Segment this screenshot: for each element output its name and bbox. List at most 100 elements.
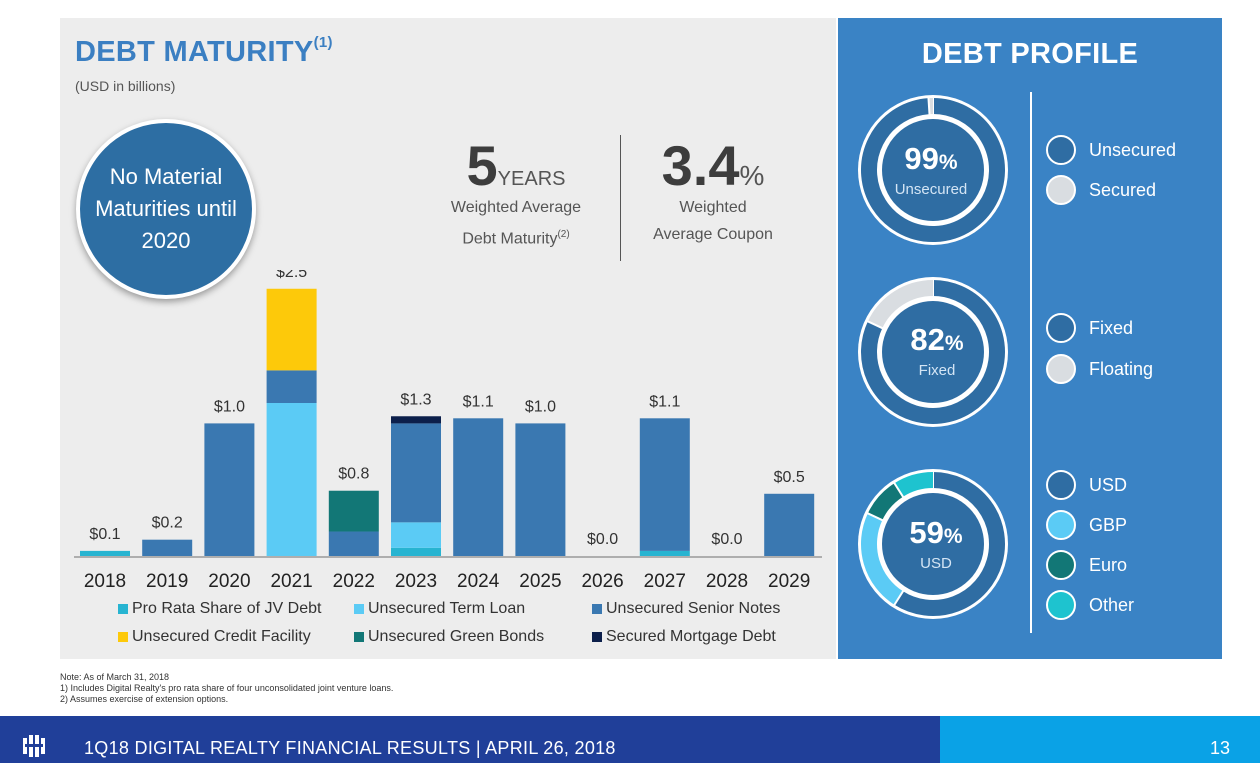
- donut-separator: [927, 97, 931, 116]
- bar-total-label-2029: $0.5: [774, 469, 805, 486]
- legend-dot-icon: [1046, 510, 1076, 540]
- bar-2024-unsecured-senior-notes: [453, 418, 504, 556]
- bar-2023-pro-rata-share-of-jv-debt: [391, 547, 441, 556]
- legend-label: GBP: [1089, 514, 1128, 535]
- bar-total-label-2023: $1.3: [400, 391, 431, 408]
- debt-profile-title: DEBT PROFILE: [921, 38, 1139, 70]
- bar-2023-unsecured-senior-notes: [391, 423, 441, 523]
- kpi-maturity-unit: YEARS: [497, 168, 566, 190]
- donut-slice-fixed: [861, 280, 1005, 424]
- footnote-2: 2) Assumes exercise of extension options…: [60, 694, 229, 704]
- legend-item-unsecured-green-bonds: Unsecured Green Bonds: [354, 628, 544, 646]
- legend-label: Floating: [1089, 358, 1154, 379]
- profile-legend-floating: Floating: [1046, 354, 1153, 384]
- bar-total-label-2021: $2.5: [276, 270, 307, 281]
- bar-2022-unsecured-senior-notes: [328, 531, 379, 556]
- legend-item-secured-mortgage-debt: Secured Mortgage Debt: [592, 628, 776, 646]
- donut-unsecured-label: 99% Unsecured: [894, 141, 968, 199]
- bar-2027-pro-rata-share-of-jv-debt: [639, 550, 690, 556]
- legend-label: USD: [1089, 474, 1128, 495]
- bar-total-label-2019: $0.2: [152, 515, 183, 532]
- kpi-maturity-value: 5: [466, 134, 498, 197]
- x-tick-2022: 2022: [333, 571, 375, 592]
- donut-center-0: [882, 119, 984, 221]
- donut-separator: [893, 589, 905, 607]
- legend-label: Secured Mortgage Debt: [606, 628, 776, 645]
- bar-2027-unsecured-senior-notes: [639, 418, 690, 551]
- x-tick-2024: 2024: [457, 571, 500, 592]
- legend-swatch: [118, 632, 128, 642]
- bar-2029-unsecured-senior-notes: [764, 493, 815, 556]
- legend-label: Unsecured Credit Facility: [132, 628, 311, 645]
- weighted-average-maturity-kpi: 5YEARS Weighted Average Debt Maturity(2): [436, 138, 596, 252]
- kpi-coupon-unit: %: [739, 160, 765, 191]
- profile-legend-unsecured: Unsecured: [1046, 135, 1176, 165]
- bar-total-label-2025: $1.0: [525, 398, 556, 415]
- legend-item-unsecured-credit-facility: Unsecured Credit Facility: [118, 628, 311, 646]
- footnote-1: 1) Includes Digital Realty's pro rata sh…: [60, 683, 394, 693]
- profile-legend-other: Other: [1046, 590, 1134, 620]
- donut-fixed-label: 82% Fixed: [910, 322, 964, 380]
- bar-2022-unsecured-green-bonds: [328, 490, 379, 532]
- x-tick-2027: 2027: [644, 571, 686, 592]
- legend-dot-icon: [1046, 550, 1076, 580]
- legend-swatch: [354, 604, 364, 614]
- legend-label: Fixed: [1089, 317, 1134, 338]
- legend-dot-icon: [1046, 313, 1076, 343]
- bar-2020-unsecured-senior-notes: [204, 423, 255, 556]
- page-number: 13: [1209, 738, 1230, 758]
- weighted-average-coupon-kpi: 3.4% Weighted Average Coupon: [640, 138, 786, 248]
- bar-2021-unsecured-term-loan: [266, 403, 317, 556]
- x-tick-2026: 2026: [581, 571, 623, 592]
- donut-slice-usd: [894, 472, 1005, 616]
- x-tick-2021: 2021: [270, 571, 312, 592]
- kpi-maturity-line2: Debt Maturity(2): [462, 229, 570, 248]
- units-subtitle: (USD in billions): [75, 78, 176, 94]
- x-tick-2029: 2029: [768, 571, 810, 592]
- profile-legend-fixed: Fixed: [1046, 313, 1133, 343]
- x-tick-2028: 2028: [706, 571, 748, 592]
- legend-swatch: [592, 604, 602, 614]
- legend-label: Euro: [1089, 554, 1128, 575]
- donut-currency-label: 59% USD: [909, 515, 963, 573]
- donut-slice-gbp: [861, 513, 904, 605]
- bar-2018-pro-rata-share-of-jv-debt: [80, 550, 130, 556]
- footer-title: 1Q18 DIGITAL REALTY FINANCIAL RESULTS | …: [84, 738, 616, 758]
- donut-slice-unsecured: [861, 98, 1005, 242]
- bar-2023-unsecured-term-loan: [391, 522, 441, 548]
- x-tick-2025: 2025: [519, 571, 561, 592]
- legend-dot-icon: [1046, 590, 1076, 620]
- bar-total-label-2022: $0.8: [338, 466, 369, 483]
- legend-dot-icon: [1046, 135, 1076, 165]
- x-tick-2023: 2023: [395, 571, 437, 592]
- legend-swatch: [592, 632, 602, 642]
- legend-label: Pro Rata Share of JV Debt: [132, 600, 322, 617]
- bar-total-label-2024: $1.1: [463, 393, 494, 410]
- donut-separator: [893, 481, 905, 499]
- legend-dot-icon: [1046, 470, 1076, 500]
- debt-profile-donuts: [858, 95, 1008, 619]
- legend-dot-icon: [1046, 354, 1076, 384]
- legend-label: Unsecured Term Loan: [368, 600, 526, 617]
- no-material-maturities-callout: No Material Maturities until 2020: [76, 119, 256, 299]
- x-tick-2018: 2018: [84, 571, 126, 592]
- bar-2023-secured-mortgage-debt: [391, 416, 441, 424]
- kpi-divider: [620, 135, 621, 261]
- kpi-coupon-line2: Average Coupon: [653, 226, 773, 243]
- bar-total-label-2028: $0.0: [711, 531, 742, 548]
- digital-realty-logo-icon: [23, 735, 45, 757]
- donut-separator: [866, 512, 884, 522]
- bar-total-label-2027: $1.1: [649, 393, 680, 410]
- legend-swatch: [354, 632, 364, 642]
- bar-total-label-2020: $1.0: [214, 398, 245, 415]
- legend-dot-icon: [1046, 175, 1076, 205]
- legend-swatch: [118, 604, 128, 614]
- footnotes: Note: As of March 31, 2018 1) Includes D…: [60, 672, 393, 705]
- profile-legend-secured: Secured: [1046, 175, 1156, 205]
- donut-separator: [866, 320, 884, 330]
- kpi-maturity-line1: Weighted Average: [450, 199, 582, 216]
- profile-legend-gbp: GBP: [1046, 510, 1127, 540]
- legend-item-unsecured-senior-notes: Unsecured Senior Notes: [592, 600, 780, 618]
- legend-item-pro-rata-share-of-jv-debt: Pro Rata Share of JV Debt: [118, 600, 321, 618]
- legend-label: Secured: [1089, 179, 1157, 200]
